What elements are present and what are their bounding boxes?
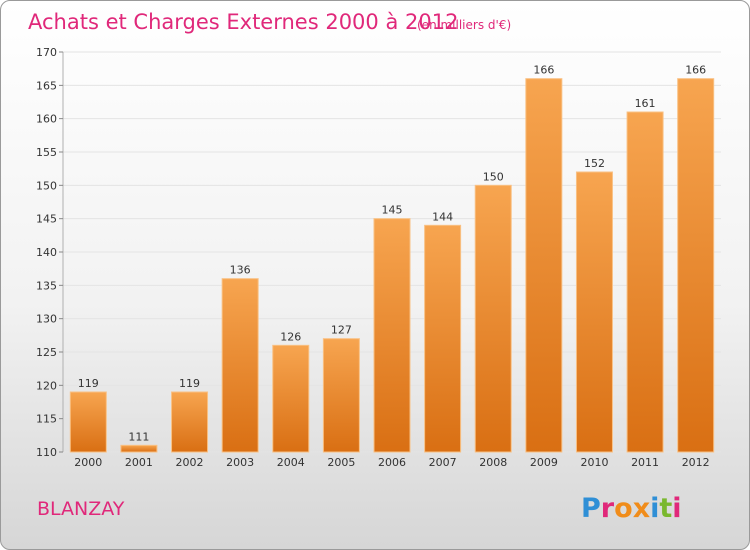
y-tick-label: 120 [36,379,57,392]
y-tick-label: 165 [36,79,57,92]
logo-letter: x [633,493,650,524]
x-tick-label: 2004 [277,456,305,469]
bar [322,338,360,453]
y-tick-label: 160 [36,113,57,126]
x-tick-label: 2010 [580,456,608,469]
x-tick-label: 2009 [530,456,558,469]
chart-title: Achats et Charges Externes 2000 à 2012 [28,10,458,34]
bar-value-label: 119 [78,377,99,390]
logo-letter: i [672,493,681,524]
bar [474,184,512,453]
bar [575,171,613,453]
x-tick-label: 2003 [226,456,254,469]
x-tick-label: 2006 [378,456,406,469]
bar-value-label: 136 [230,264,251,277]
logo-letter: r [601,493,615,524]
x-tick-label: 2007 [429,456,457,469]
bar [221,278,259,453]
x-tick-label: 2008 [479,456,507,469]
bar [272,344,310,453]
logo-letter: o [614,493,633,524]
commune-name: BLANZAY [37,498,125,520]
bar-value-label: 119 [179,377,200,390]
x-tick-label: 2000 [74,456,102,469]
y-tick-label: 145 [36,213,57,226]
x-tick-label: 2005 [327,456,355,469]
logo-letter: i [650,493,659,524]
bar-value-label: 150 [483,170,504,183]
bar [626,111,664,453]
x-tick-label: 2011 [631,456,659,469]
logo-letter: t [659,493,672,524]
y-tick-label: 115 [36,413,57,426]
proxiti-logo: Proxiti [581,493,682,524]
x-tick-label: 2001 [125,456,153,469]
bar [677,78,715,453]
y-tick-label: 170 [36,46,57,59]
bar-value-label: 127 [331,324,352,337]
x-tick-label: 2002 [176,456,204,469]
bar [373,218,411,453]
bar-value-label: 161 [635,97,656,110]
y-tick-label: 125 [36,346,57,359]
x-axis: 2000 2001 2002 2003 2004 2005 2006 2007 2008 2009… [74,456,709,469]
y-tick-label: 140 [36,246,57,259]
bar [69,391,107,453]
y-tick-label: 135 [36,279,57,292]
y-axis: 110 115 120 125 130 135 140 145 150 155 160 165 170 [36,46,64,459]
bar-value-label: 111 [128,430,149,443]
bar-value-label: 126 [280,330,301,343]
bar-value-label: 166 [533,64,554,77]
bar-value-label: 152 [584,157,605,170]
bar [424,224,462,453]
bar [171,391,209,453]
bar-value-label: 144 [432,210,453,223]
y-tick-label: 150 [36,179,57,192]
y-tick-label: 110 [36,446,57,459]
bar-value-label: 145 [382,204,403,217]
y-tick-label: 130 [36,313,57,326]
bar [120,444,158,453]
bar [525,78,563,453]
bars: 119 111 119 136 126 127 145 144 150 166 152 161 166 [69,64,715,453]
y-tick-label: 155 [36,146,57,159]
x-tick-label: 2012 [682,456,710,469]
bar-value-label: 166 [685,64,706,77]
chart-unit: (en milliers d'€) [417,18,511,32]
logo-letter: P [581,493,601,524]
